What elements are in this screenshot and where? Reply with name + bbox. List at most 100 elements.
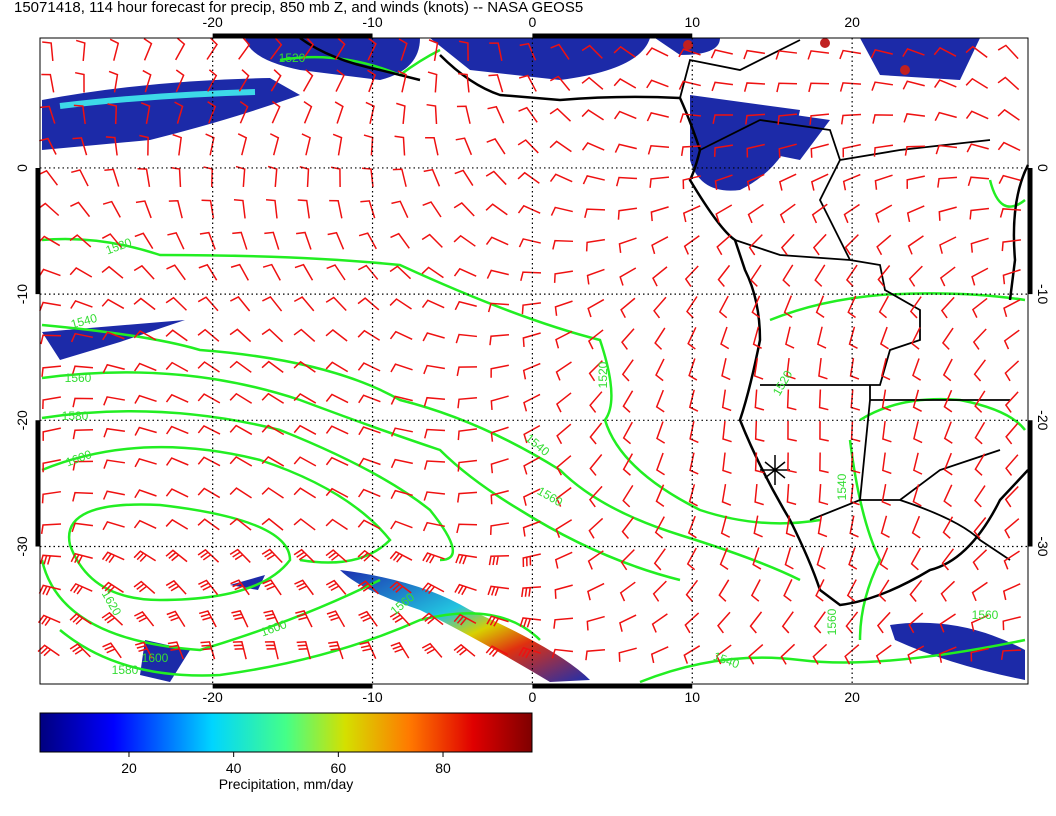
- wind-barb: [844, 234, 859, 256]
- wind-barb: [970, 647, 989, 662]
- coastline: [439, 54, 1029, 607]
- lon-tick-label: 0: [529, 14, 537, 30]
- wind-barb: [581, 44, 603, 59]
- wind-barb: [649, 176, 670, 188]
- wind-barb: [389, 550, 413, 563]
- wind-barb: [779, 203, 796, 224]
- wind-barb: [42, 41, 54, 62]
- wind-barb: [396, 102, 406, 125]
- wind-barb: [293, 424, 317, 435]
- lat-tick-label: 0: [1035, 164, 1051, 172]
- wind-barb: [882, 420, 892, 443]
- wind-barb: [390, 520, 413, 530]
- wind-barb: [587, 550, 604, 570]
- wind-barb: [457, 459, 478, 472]
- wind-barb: [101, 551, 125, 564]
- wind-barb: [880, 515, 890, 538]
- wind-barb: [688, 389, 699, 412]
- wind-barb: [237, 133, 248, 156]
- wind-barb: [813, 611, 826, 634]
- wind-barb: [490, 490, 509, 505]
- wind-barb: [197, 456, 221, 467]
- wind-barb: [229, 456, 253, 467]
- lon-tick-label: 10: [684, 14, 700, 30]
- wind-barb: [134, 641, 153, 659]
- wind-barb: [775, 50, 798, 60]
- wind-barb: [618, 647, 637, 662]
- wind-barb: [550, 206, 573, 216]
- wind-barb: [455, 553, 478, 565]
- wind-barb: [941, 548, 955, 571]
- wind-barb: [198, 579, 219, 596]
- height-contours: [40, 48, 1026, 684]
- wind-barb: [848, 547, 858, 570]
- wind-barb: [651, 613, 668, 633]
- wind-barb: [655, 452, 665, 476]
- wind-barb: [754, 483, 764, 506]
- wind-barb: [939, 266, 956, 287]
- wind-barb: [271, 100, 281, 124]
- wind-barb: [1003, 550, 1020, 570]
- lon-tick-label: 20: [844, 689, 860, 705]
- wind-barb: [390, 363, 413, 373]
- wind-barb: [589, 454, 603, 476]
- wind-barb: [104, 168, 120, 187]
- wind-barb: [1005, 422, 1019, 445]
- lat-tick-label: 0: [14, 164, 30, 172]
- wind-barb: [621, 328, 635, 350]
- wind-barb: [973, 359, 987, 382]
- wind-barb: [974, 485, 986, 508]
- wind-barb: [778, 143, 797, 158]
- wind-barb: [937, 176, 958, 188]
- wind-barb: [754, 389, 765, 411]
- wind-barb: [293, 360, 316, 373]
- wind-barb: [879, 326, 889, 350]
- wind-barb: [105, 136, 118, 156]
- wind-barb: [943, 484, 953, 508]
- wind-barb: [72, 429, 94, 440]
- wind-barb: [457, 491, 478, 503]
- wind-barb: [721, 358, 731, 381]
- wind-barb: [197, 424, 221, 435]
- wind-barb: [1004, 486, 1019, 508]
- wind-barb: [325, 549, 348, 563]
- lon-tick-label: -10: [362, 14, 382, 30]
- wind-barb: [367, 69, 377, 93]
- wind-barb: [646, 79, 669, 89]
- wind-barb: [229, 328, 252, 343]
- contour-line: [988, 179, 1026, 208]
- wind-barb: [912, 358, 922, 381]
- wind-barb: [363, 134, 374, 156]
- wind-barb: [870, 49, 893, 59]
- wind-barb: [397, 70, 407, 93]
- wind-barb: [174, 37, 186, 61]
- wind-barb: [101, 298, 125, 310]
- wind-barb: [70, 332, 93, 343]
- wind-barb: [398, 38, 408, 61]
- wind-barb: [678, 80, 701, 90]
- wind-barb: [270, 37, 283, 60]
- wind-barb: [970, 614, 989, 632]
- wind-barb: [997, 76, 1020, 91]
- wind-barb: [715, 204, 733, 223]
- wind-barb: [455, 333, 478, 344]
- wind-barb: [103, 459, 126, 469]
- contour-line: [279, 48, 441, 77]
- precip-core: [820, 38, 830, 48]
- wind-barb: [229, 392, 253, 404]
- wind-barb: [942, 358, 953, 382]
- wind-barb: [935, 144, 958, 155]
- wind-barb: [654, 516, 665, 539]
- wind-barb: [422, 521, 445, 532]
- graticule: [35, 33, 1033, 689]
- wind-barb: [850, 389, 861, 411]
- wind-barb: [265, 198, 278, 219]
- wind-barb: [551, 648, 574, 659]
- wind-barb: [207, 101, 217, 124]
- wind-barb: [518, 238, 541, 248]
- wind-barb: [69, 234, 92, 248]
- wind-barb: [523, 393, 541, 412]
- wind-barb: [41, 365, 62, 377]
- wind-barb: [197, 361, 220, 373]
- wind-barb: [329, 199, 343, 219]
